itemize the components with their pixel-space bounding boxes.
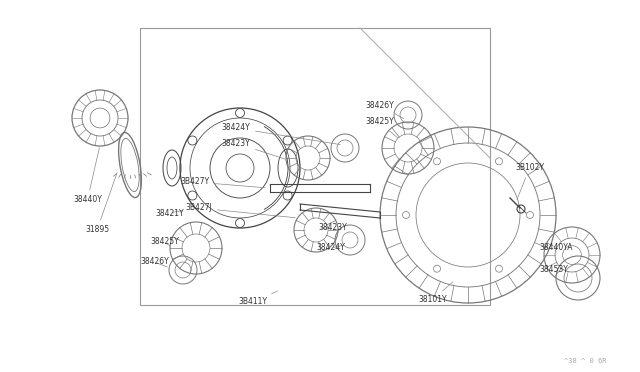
Text: 38426Y: 38426Y — [140, 257, 169, 267]
Text: 38440YA: 38440YA — [539, 244, 573, 253]
Text: 3B427J: 3B427J — [185, 203, 295, 218]
Text: 38425Y: 38425Y — [365, 118, 398, 138]
Text: 38425Y: 38425Y — [150, 237, 179, 247]
Text: 38101Y: 38101Y — [418, 282, 453, 305]
Text: ^38 ^ 0 6R: ^38 ^ 0 6R — [564, 358, 606, 364]
Text: 38421Y: 38421Y — [155, 208, 184, 218]
Text: 31895: 31895 — [85, 173, 117, 234]
Bar — [140, 28, 490, 305]
Text: 38424Y: 38424Y — [316, 244, 345, 253]
Text: 3B427Y: 3B427Y — [181, 177, 265, 188]
Text: 3B411Y: 3B411Y — [238, 291, 278, 307]
Text: 38424Y: 38424Y — [221, 124, 340, 145]
Text: 38440Y: 38440Y — [73, 148, 102, 205]
Text: 38423Y: 38423Y — [318, 224, 347, 232]
Text: 3B102Y: 3B102Y — [515, 164, 544, 199]
Text: 38453Y: 38453Y — [539, 266, 568, 275]
Text: 38426Y: 38426Y — [365, 100, 404, 119]
Text: 38423Y: 38423Y — [221, 138, 285, 159]
